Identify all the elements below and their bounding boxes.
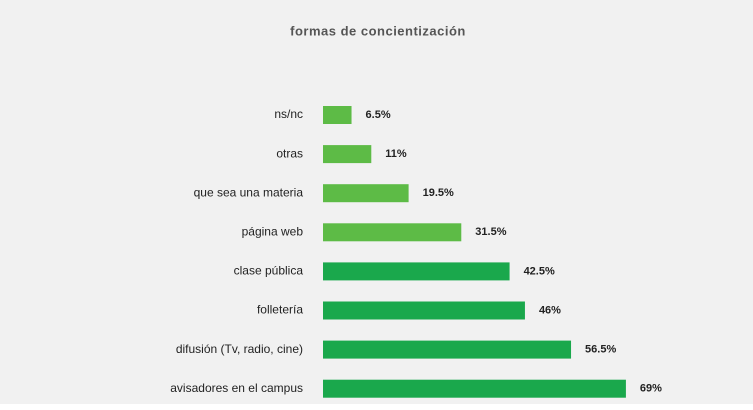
category-label: ns/nc bbox=[274, 107, 303, 121]
bar bbox=[323, 379, 626, 398]
category-label: clase pública bbox=[234, 264, 304, 278]
value-label: 31.5% bbox=[475, 226, 506, 238]
category-label: avisadores en el campus bbox=[170, 381, 303, 395]
value-label: 69% bbox=[640, 383, 662, 395]
bar bbox=[323, 184, 409, 203]
value-label: 11% bbox=[385, 148, 407, 160]
bar bbox=[323, 301, 525, 320]
bar bbox=[323, 262, 510, 281]
chart-title: formas de concientización bbox=[290, 23, 466, 38]
value-label: 19.5% bbox=[423, 187, 454, 199]
category-label: página web bbox=[242, 224, 304, 238]
bar bbox=[323, 340, 572, 359]
category-label: folletería bbox=[257, 303, 303, 317]
category-label: difusión (Tv, radio, cine) bbox=[176, 342, 303, 356]
category-label: otras bbox=[276, 146, 303, 160]
bar bbox=[323, 145, 372, 164]
value-label: 42.5% bbox=[524, 265, 555, 277]
value-label: 46% bbox=[539, 304, 561, 316]
category-label: que sea una materia bbox=[194, 185, 304, 199]
value-label: 6.5% bbox=[366, 109, 391, 121]
bar bbox=[323, 106, 352, 124]
bar bbox=[323, 223, 462, 242]
value-label: 56.5% bbox=[585, 344, 616, 356]
